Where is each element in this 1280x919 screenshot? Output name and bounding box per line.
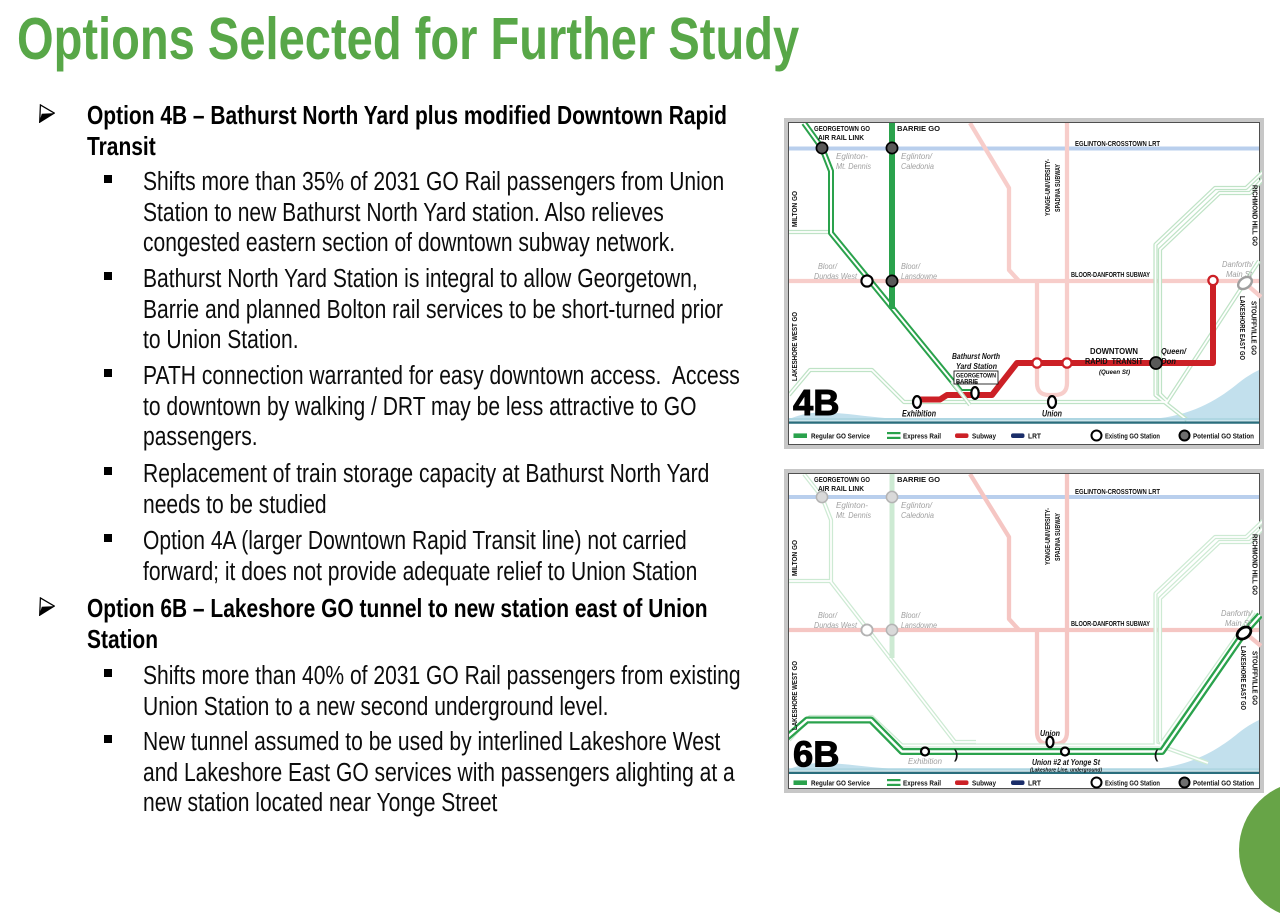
svg-text:Existing GO Station: Existing GO Station xyxy=(1105,779,1160,788)
svg-text:Union: Union xyxy=(1042,409,1062,419)
svg-text:Existing GO Station: Existing GO Station xyxy=(1105,432,1160,441)
svg-text:Union #2 at Yonge St: Union #2 at Yonge St xyxy=(1032,758,1100,767)
svg-text:BLOOR-DANFORTH SUBWAY: BLOOR-DANFORTH SUBWAY xyxy=(1071,619,1150,628)
svg-text:Express Rail: Express Rail xyxy=(903,432,941,441)
svg-text:AIR RAIL LINK: AIR RAIL LINK xyxy=(818,133,865,142)
svg-text:Dundas West: Dundas West xyxy=(814,272,858,281)
svg-text:Lansdowne: Lansdowne xyxy=(901,272,938,281)
svg-text:GEORGETOWN GO: GEORGETOWN GO xyxy=(814,475,870,484)
svg-text:Potential GO Station: Potential GO Station xyxy=(1193,432,1254,441)
svg-text:LAKESHORE WEST GO: LAKESHORE WEST GO xyxy=(790,312,799,381)
svg-text:LAKESHORE WEST GO: LAKESHORE WEST GO xyxy=(790,661,799,730)
svg-text:YONGE-UNIVERSITY-: YONGE-UNIVERSITY- xyxy=(1043,159,1052,216)
svg-text:Main St: Main St xyxy=(1225,619,1252,628)
svg-text:Mt. Dennis: Mt. Dennis xyxy=(836,162,871,171)
svg-text:Express Rail: Express Rail xyxy=(903,779,941,788)
svg-text:BARRIE GO: BARRIE GO xyxy=(897,475,940,484)
svg-text:YONGE-UNIVERSITY-: YONGE-UNIVERSITY- xyxy=(1043,508,1052,565)
svg-text:Regular GO Service: Regular GO Service xyxy=(811,432,870,441)
svg-text:Subway: Subway xyxy=(972,779,996,788)
svg-text:): ) xyxy=(954,747,958,762)
svg-text:4B: 4B xyxy=(793,382,840,423)
svg-text:Bloor/: Bloor/ xyxy=(901,611,921,620)
svg-text:DOWNTOWN: DOWNTOWN xyxy=(1090,346,1138,356)
svg-text:Danforth/: Danforth/ xyxy=(1222,260,1254,269)
svg-text:SPADINA SUBWAY: SPADINA SUBWAY xyxy=(1053,513,1062,561)
svg-text:LAKESHORE EAST GO: LAKESHORE EAST GO xyxy=(1238,296,1247,360)
svg-text:GEORGETOWN: GEORGETOWN xyxy=(956,374,996,380)
svg-text:MILTON GO: MILTON GO xyxy=(790,540,799,576)
svg-text:RAPID TRANSIT: RAPID TRANSIT xyxy=(1085,356,1144,366)
svg-text:Danforth/: Danforth/ xyxy=(1221,609,1253,618)
svg-text:Main St: Main St xyxy=(1226,270,1253,279)
svg-text:Bloor/: Bloor/ xyxy=(818,611,838,620)
svg-text:STOUFFVILLE GO: STOUFFVILLE GO xyxy=(1250,301,1259,355)
svg-text:Eglinton-: Eglinton- xyxy=(836,501,868,510)
svg-text:EGLINTON-CROSSTOWN LRT: EGLINTON-CROSSTOWN LRT xyxy=(1075,487,1160,496)
svg-text:MILTON GO: MILTON GO xyxy=(790,191,799,227)
svg-text:(: ( xyxy=(1154,747,1159,762)
svg-text:Exhibition: Exhibition xyxy=(908,757,942,766)
svg-text:Bloor/: Bloor/ xyxy=(818,262,838,271)
svg-text:Potential GO Station: Potential GO Station xyxy=(1193,779,1254,788)
svg-text:Caledonia: Caledonia xyxy=(901,162,935,171)
svg-text:(Lakeshore Line, underground): (Lakeshore Line, underground) xyxy=(1030,768,1102,774)
svg-text:BARRIE GO: BARRIE GO xyxy=(897,124,940,133)
svg-text:Bathurst North: Bathurst North xyxy=(952,352,1000,361)
svg-text:(Queen St): (Queen St) xyxy=(1099,369,1130,376)
svg-text:AIR RAIL LINK: AIR RAIL LINK xyxy=(818,484,865,493)
svg-text:GEORGETOWN GO: GEORGETOWN GO xyxy=(814,124,870,133)
svg-text:Don: Don xyxy=(1161,357,1176,366)
svg-text:Dundas West: Dundas West xyxy=(814,621,858,630)
svg-text:RICHMOND HILL GO: RICHMOND HILL GO xyxy=(1251,534,1260,595)
svg-text:EGLINTON-CROSSTOWN LRT: EGLINTON-CROSSTOWN LRT xyxy=(1075,139,1160,148)
svg-text:SPADINA SUBWAY: SPADINA SUBWAY xyxy=(1053,164,1062,212)
svg-text:LRT: LRT xyxy=(1028,432,1042,441)
svg-text:6B: 6B xyxy=(793,734,840,775)
svg-text:BLOOR-DANFORTH SUBWAY: BLOOR-DANFORTH SUBWAY xyxy=(1071,270,1150,279)
svg-text:Eglinton/: Eglinton/ xyxy=(901,152,933,161)
svg-text:Yard Station: Yard Station xyxy=(956,362,997,371)
svg-text:BARRIE: BARRIE xyxy=(956,380,978,386)
svg-text:Mt. Dennis: Mt. Dennis xyxy=(836,511,871,520)
svg-text:Eglinton-: Eglinton- xyxy=(836,152,868,161)
svg-text:RICHMOND HILL GO: RICHMOND HILL GO xyxy=(1251,185,1260,246)
svg-text:Bloor/: Bloor/ xyxy=(901,262,921,271)
svg-text:LRT: LRT xyxy=(1028,779,1042,788)
svg-text:STOUFFVILLE GO: STOUFFVILLE GO xyxy=(1251,651,1260,705)
svg-text:Regular GO Service: Regular GO Service xyxy=(811,779,870,788)
svg-text:Union: Union xyxy=(1040,729,1060,738)
svg-text:Queen/: Queen/ xyxy=(1161,347,1187,356)
svg-text:Subway: Subway xyxy=(972,432,996,441)
svg-text:Caledonia: Caledonia xyxy=(901,511,935,520)
svg-text:LAKESHORE EAST GO: LAKESHORE EAST GO xyxy=(1239,646,1248,710)
svg-text:Exhibition: Exhibition xyxy=(902,409,936,419)
svg-text:Eglinton/: Eglinton/ xyxy=(901,501,933,510)
svg-text:Lansdowne: Lansdowne xyxy=(901,621,938,630)
